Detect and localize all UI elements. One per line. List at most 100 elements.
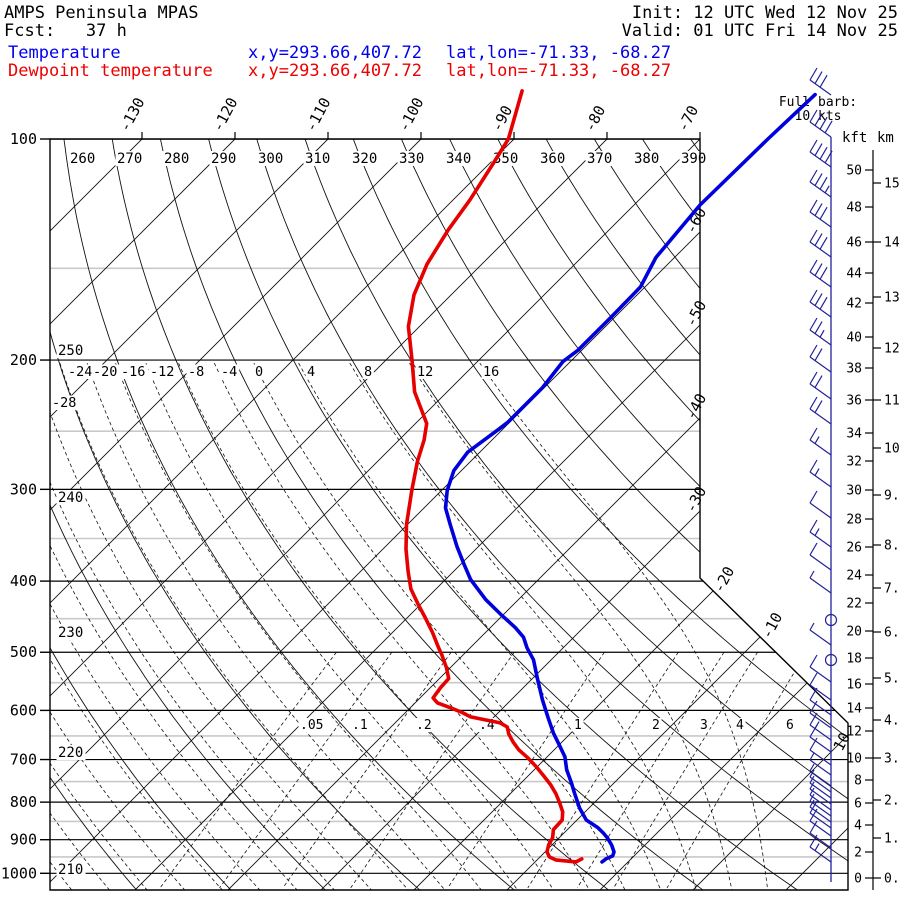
moist-adiabat-line <box>409 362 733 890</box>
kft-tick-label: 32 <box>846 455 862 470</box>
kft-tick-label: 22 <box>846 597 862 612</box>
dewpoint-curve <box>404 89 584 864</box>
moist-adiabat-line <box>50 363 188 890</box>
kft-tick-label: 38 <box>846 362 862 377</box>
moist-adiabat-label-bg <box>148 364 177 379</box>
dry-adiabat-label-bg <box>56 343 86 358</box>
dry-adiabat-line <box>538 139 848 890</box>
moist-adiabat-label-bg <box>253 364 265 379</box>
dry-adiabat-label-bg <box>115 151 145 166</box>
wind-barb-icon <box>809 371 832 400</box>
kft-tick-label: 24 <box>846 569 862 584</box>
isotherm-line <box>50 139 143 890</box>
km-tick-label: 15. <box>884 177 900 192</box>
dry-adiabat-line <box>0 126 42 890</box>
kft-tick-label: 44 <box>846 267 862 282</box>
isotherm-right-label: -30 <box>682 484 711 516</box>
wind-barb-column <box>809 67 838 882</box>
dry-adiabat-label-bg <box>56 625 86 640</box>
pressure-tick-label: 100 <box>10 130 37 148</box>
forecast-hour-label: Fcst: 37 h <box>4 21 127 41</box>
wind-barb-icon <box>809 654 832 683</box>
wind-barb-icon <box>809 344 832 373</box>
legend-dewpoint-xy: x,y=293.66,407.72 <box>248 61 422 81</box>
isotherm-line <box>50 139 794 890</box>
dry-adiabat-line <box>252 139 848 890</box>
isotherm-line <box>0 139 49 890</box>
moist-adiabat-label: 16 <box>483 364 499 380</box>
wind-barb-icon <box>809 700 832 729</box>
kft-tick-label: 16 <box>846 678 862 693</box>
calm-wind-icon <box>824 653 838 667</box>
legend-temperature-label: Temperature <box>8 43 121 63</box>
moist-adiabat-line <box>178 362 556 890</box>
dry-adiabat-line <box>300 139 848 890</box>
moist-adiabat-label-bg <box>186 364 207 379</box>
moist-adiabat-line <box>86 362 448 890</box>
moist-adiabat-line <box>50 362 374 890</box>
wind-barb-icon <box>809 109 833 138</box>
wind-barb-icon <box>809 199 832 228</box>
isotherm-line <box>320 139 848 890</box>
mixing-ratio-label: .1 <box>352 718 368 733</box>
pressure-axis: 100 200 300 400 500 600 700 800 900 1000 <box>1 130 50 882</box>
moist-adiabat-line <box>213 362 592 890</box>
wind-barb-icon <box>809 763 832 787</box>
mixing-ratio-label-bg <box>350 718 370 732</box>
dry-adiabat-label: 230 <box>58 625 83 641</box>
moist-adiabat-label: -24 <box>68 364 92 380</box>
wind-barb-icon <box>809 752 832 776</box>
dry-adiabat-label: 390 <box>681 151 706 167</box>
kft-tick-label: 28 <box>846 513 862 528</box>
moist-adiabat-label-bg <box>119 364 148 379</box>
isotherm-line <box>785 139 848 890</box>
km-tick-label: 0. <box>884 872 900 887</box>
km-tick-label: 13. <box>884 291 900 306</box>
pressure-tick-label: 600 <box>10 701 37 719</box>
moist-adiabat-label: 0 <box>255 364 263 380</box>
km-tick-label: 5. <box>884 672 900 687</box>
dry-adiabat-label: 250 <box>58 343 83 359</box>
moist-adiabat-line <box>50 363 300 890</box>
moist-adiabat-label: 8 <box>364 364 372 380</box>
pressure-tick-label: 300 <box>10 480 37 498</box>
dry-adiabat-line <box>50 139 420 890</box>
calm-wind-icon <box>824 613 838 627</box>
wind-barb-icon <box>809 427 832 456</box>
wind-barb-icon <box>809 396 832 425</box>
km-tick-label: 7. <box>884 582 900 597</box>
mixing-ratio-label-bg <box>572 718 584 732</box>
moist-adiabat-label-bg <box>362 364 374 379</box>
kft-tick-label: 8 <box>854 774 862 789</box>
dry-adiabat-label-bg <box>56 490 86 505</box>
kft-tick-label: 46 <box>846 236 862 251</box>
kft-tick-label: 4 <box>854 819 862 834</box>
wind-barb-legend: Full barb: 10 kts <box>768 96 868 124</box>
dry-adiabat-label-bg <box>632 151 662 166</box>
dry-adiabat-label-bg <box>303 151 333 166</box>
dry-adiabat-label: 330 <box>399 151 424 167</box>
wind-barb-icon <box>809 259 832 288</box>
moist-adiabat-label: 12 <box>417 364 433 380</box>
dry-adiabat-label-bg <box>56 745 86 760</box>
wind-barb-icon <box>809 820 832 849</box>
wind-barb-icon <box>809 799 832 823</box>
dry-adiabat-line <box>347 139 848 890</box>
dry-adiabat-label: 210 <box>58 862 83 878</box>
moist-adiabat-line <box>0 363 36 892</box>
wind-barb-icon <box>809 67 832 96</box>
dry-adiabat-line <box>395 139 848 890</box>
moist-adiabat-label: -20 <box>93 364 117 380</box>
dry-adiabat-label: 310 <box>305 151 330 167</box>
dry-adiabat-line <box>50 139 232 890</box>
dry-adiabat-line <box>157 139 703 890</box>
dry-adiabat-label-bg <box>256 151 286 166</box>
dry-adiabat-label-bg <box>209 151 239 166</box>
dry-adiabat-label-bg <box>679 151 709 166</box>
wind-barb-icon <box>809 519 832 548</box>
kft-tick-label: 6 <box>854 797 862 812</box>
wind-barb-icon <box>809 289 832 318</box>
kft-tick-label: 12 <box>846 725 862 740</box>
